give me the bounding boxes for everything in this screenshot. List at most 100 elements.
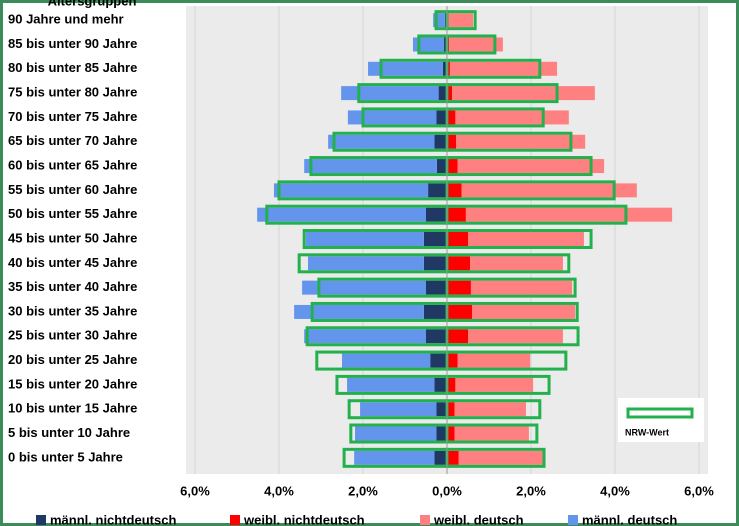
bar xyxy=(434,134,447,149)
legend-swatch xyxy=(568,515,578,525)
bar xyxy=(430,353,447,368)
bar xyxy=(447,450,459,465)
y-tick-label: 45 bis unter 50 Jahre xyxy=(8,230,137,245)
bar xyxy=(302,280,426,295)
bar xyxy=(447,256,471,271)
bar xyxy=(447,280,471,295)
bar xyxy=(447,353,458,368)
bar xyxy=(454,426,529,441)
x-tick-label: 0,0% xyxy=(432,483,462,498)
bar xyxy=(447,183,462,198)
y-tick-label: 40 bis unter 45 Jahre xyxy=(8,255,137,270)
bar xyxy=(341,86,439,101)
bar xyxy=(434,450,447,465)
legend-swatch xyxy=(420,515,430,525)
bar xyxy=(468,329,563,344)
bar xyxy=(468,232,584,246)
bar xyxy=(465,207,673,222)
bar xyxy=(342,353,431,368)
y-tick-label: 20 bis unter 25 Jahre xyxy=(8,352,137,367)
x-tick-label: 4,0% xyxy=(264,483,294,498)
bar xyxy=(426,207,447,222)
bar xyxy=(447,110,456,125)
x-tick-label: 2,0% xyxy=(348,483,378,498)
y-tick-label: 55 bis unter 60 Jahre xyxy=(8,182,137,197)
bar xyxy=(426,329,447,344)
bar xyxy=(304,159,437,174)
bar xyxy=(455,377,534,392)
x-tick-label: 6,0% xyxy=(684,483,714,498)
y-tick-label: 75 bis unter 80 Jahre xyxy=(8,85,137,100)
y-tick-label: 15 bis unter 20 Jahre xyxy=(8,376,137,391)
bar xyxy=(368,61,443,76)
legend-label: männl. nichtdeutsch xyxy=(50,512,176,526)
legend-box xyxy=(618,398,704,442)
y-tick-label: 30 bis unter 35 Jahre xyxy=(8,303,137,318)
y-tick-label: 35 bis unter 40 Jahre xyxy=(8,279,137,294)
bar xyxy=(461,183,637,198)
bar xyxy=(305,232,424,246)
bar xyxy=(436,402,447,417)
bar xyxy=(412,37,445,52)
legend-swatch xyxy=(36,515,46,525)
bar xyxy=(447,402,455,417)
bar xyxy=(423,304,447,319)
bar xyxy=(355,426,437,441)
bar xyxy=(423,256,447,271)
bar xyxy=(257,207,426,222)
bar xyxy=(433,13,445,28)
bar xyxy=(360,402,437,417)
bar xyxy=(457,159,605,174)
bar xyxy=(328,134,435,149)
bar xyxy=(447,304,473,319)
x-tick-label: 4,0% xyxy=(600,483,630,498)
bar xyxy=(447,377,456,392)
bar xyxy=(470,280,573,295)
bar xyxy=(447,232,468,246)
bar xyxy=(434,377,447,392)
legend-swatch xyxy=(230,515,240,525)
bar xyxy=(470,256,563,271)
y-tick-label: 50 bis unter 55 Jahre xyxy=(8,206,137,221)
bar xyxy=(438,86,447,101)
bar xyxy=(456,134,586,149)
y-tick-label: 10 bis unter 15 Jahre xyxy=(8,401,137,416)
bar xyxy=(426,280,447,295)
x-tick-label: 6,0% xyxy=(180,483,210,498)
legend-label: weibl. nichtdeutsch xyxy=(243,512,365,526)
y-tick-label: 90 Jahre und mehr xyxy=(8,12,124,27)
bar xyxy=(449,37,503,52)
bar xyxy=(472,304,576,319)
legend-label: weibl. deutsch xyxy=(433,512,524,526)
bar xyxy=(354,450,435,465)
bar xyxy=(304,329,426,344)
bar xyxy=(436,159,447,174)
legend-swatch xyxy=(626,407,694,419)
y-tick-label: 65 bis unter 70 Jahre xyxy=(8,133,137,148)
bar xyxy=(347,377,435,392)
y-tick-label: 0 bis unter 5 Jahre xyxy=(8,449,123,464)
bar xyxy=(423,232,447,246)
y-tick-label: 5 bis unter 10 Jahre xyxy=(8,425,130,440)
legend-label: männl. deutsch xyxy=(582,512,677,526)
bar xyxy=(347,110,437,125)
bar xyxy=(452,86,595,101)
bar xyxy=(447,329,468,344)
y-tick-label: 60 bis unter 65 Jahre xyxy=(8,157,137,172)
bar xyxy=(447,134,457,149)
bar xyxy=(458,450,545,465)
bar xyxy=(447,159,458,174)
bar xyxy=(447,86,453,101)
bar xyxy=(449,61,558,76)
bar xyxy=(457,353,531,368)
y-tick-label: 25 bis unter 30 Jahre xyxy=(8,328,137,343)
bar xyxy=(436,110,447,125)
x-tick-label: 2,0% xyxy=(516,483,546,498)
bar xyxy=(447,426,455,441)
bar xyxy=(448,13,474,28)
bar xyxy=(428,183,447,198)
bar xyxy=(294,304,424,319)
bar xyxy=(454,402,526,417)
legend-label: NRW-Wert xyxy=(625,427,669,437)
bar xyxy=(273,183,429,198)
